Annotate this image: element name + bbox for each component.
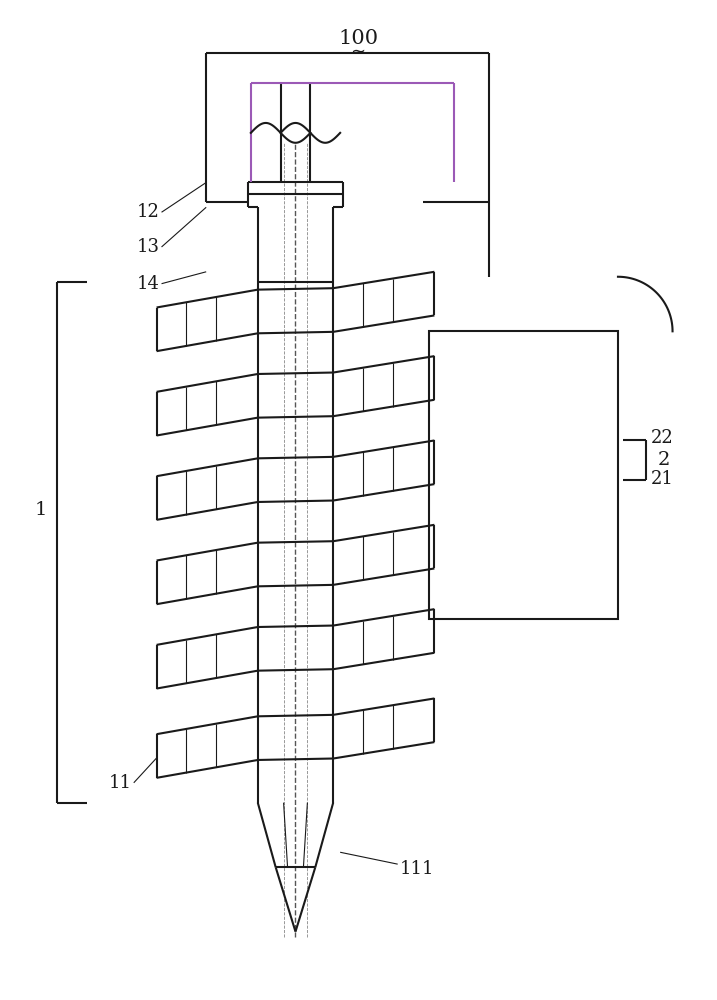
Text: 22: 22: [651, 429, 673, 447]
Text: 1: 1: [34, 501, 47, 519]
Text: 2: 2: [657, 451, 670, 469]
Text: 111: 111: [399, 860, 435, 878]
Text: 14: 14: [137, 275, 160, 293]
Bar: [429, 331, 618, 619]
Text: 21: 21: [651, 470, 673, 488]
Text: 100: 100: [338, 29, 378, 48]
Text: 12: 12: [137, 203, 160, 221]
Text: 13: 13: [136, 238, 160, 256]
Text: 11: 11: [109, 774, 132, 792]
Text: ∼: ∼: [351, 44, 366, 62]
